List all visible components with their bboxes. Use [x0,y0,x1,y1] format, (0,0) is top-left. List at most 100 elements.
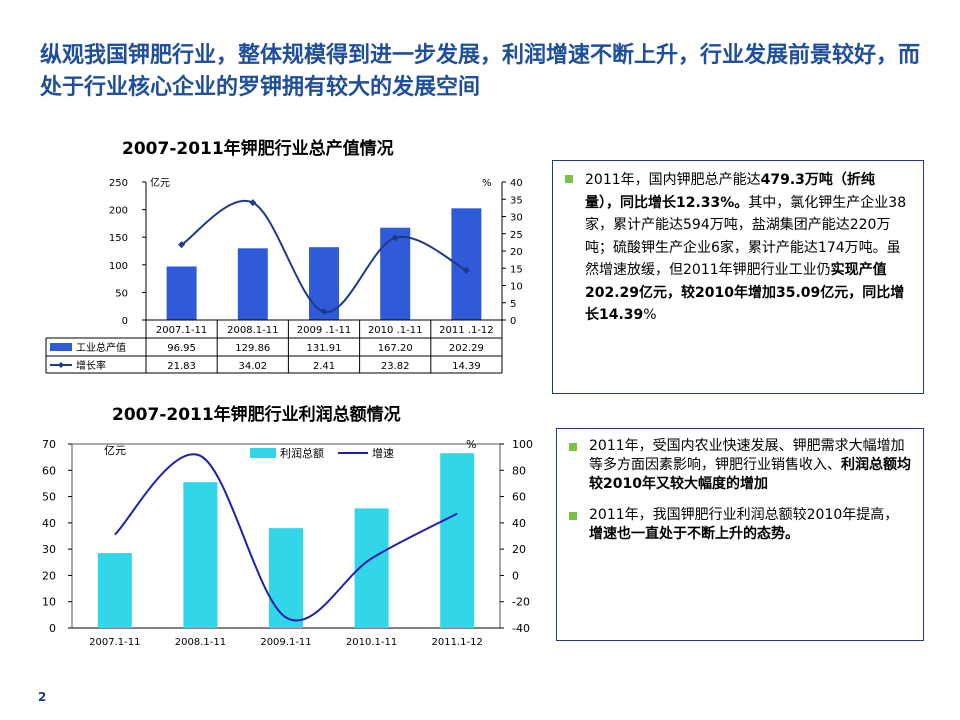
bar [183,482,218,628]
table-value: 23.82 [381,361,410,372]
growth-line [114,453,458,622]
bullet-text: 2011年，受国内农业快速发展、钾肥需求大幅增加等多方面因素影响，钾肥行业销售收… [589,437,911,494]
bullet-text: 2011年，国内钾肥总产能达479.3万吨（折纯量），同比增长12.33%。其中… [585,169,909,327]
left-tick-label: 150 [109,233,128,244]
bullet-list: 2011年，国内钾肥总产能达479.3万吨（折纯量），同比增长12.33%。其中… [561,169,909,327]
bullet-text-run: 2011年，受国内农业快速发展、钾肥需求大幅增加等多方面因素影响，钾肥行业销售收… [589,438,905,473]
right-tick-label: 60 [512,491,526,504]
bullet-item: 2011年，国内钾肥总产能达479.3万吨（折纯量），同比增长12.33%。其中… [561,169,909,327]
bullet-text-run: 2011年，国内钾肥总产能达 [585,172,761,188]
right-tick-label: 0 [512,569,519,582]
left-tick-label: 60 [42,464,56,477]
right-tick-label: 40 [510,178,523,189]
left-tick-label: 40 [42,517,56,530]
x-tick-label: 2007.1-11 [156,325,207,336]
bullet-text-run: 2011年，我国钾肥行业利润总额较2010年提高， [589,507,899,523]
x-tick-label: 2009 .1-11 [297,325,352,336]
right-tick-label: 25 [510,230,523,241]
bar [380,227,411,320]
table-value: 167.20 [378,343,413,354]
table-value: 202.29 [449,343,484,354]
bullet-text-run: 其中，氯化钾生产企业38家，累计产能达594万吨，盐湖集团产能达220万吨；硫酸… [585,194,907,279]
bullet-item: 2011年，我国钾肥行业利润总额较2010年提高， 增速也一直处于不断上升的态势。 [565,506,911,544]
bullet-text-emphasis: 实现产值202.29亿元，较2010年增加35.09亿元，同比增长14.39 [585,262,905,323]
bar [440,453,475,628]
right-tick-label: 20 [512,543,526,556]
bar [97,553,132,628]
summary-box-profit: 2011年，受国内农业快速发展、钾肥需求大幅增加等多方面因素影响，钾肥行业销售收… [556,428,924,641]
legend-bar-swatch [50,343,72,351]
bullet-text: 2011年，我国钾肥行业利润总额较2010年提高， 增速也一直处于不断上升的态势。 [589,506,911,544]
legend-bar-label: 利润总额 [280,446,324,460]
bar [309,247,339,320]
left-tick-label: 50 [115,288,128,299]
left-axis-unit: 亿元 [150,176,170,189]
page-number: 2 [38,690,47,704]
left-tick-label: 0 [49,622,56,635]
summary-box-capacity: 2011年，国内钾肥总产能达479.3万吨（折纯量），同比增长12.33%。其中… [552,160,924,394]
bar [166,266,197,320]
legend-line-label: 增长率 [76,359,106,372]
legend-line-label: 增速 [372,446,394,460]
right-tick-label: -40 [512,622,530,635]
x-tick-label: 2009.1-11 [260,637,311,648]
left-tick-label: 200 [109,206,128,217]
left-tick-label: 20 [42,569,56,582]
table-value: 21.83 [167,361,196,372]
x-tick-label: 2008.1-11 [227,325,278,336]
growth-point [249,199,257,207]
left-tick-label: 50 [42,491,56,504]
right-tick-label: 80 [512,464,526,477]
x-tick-label: 2011 .1-12 [439,325,494,336]
table-value: 14.39 [452,361,481,372]
bullet-item: 2011年，受国内农业快速发展、钾肥需求大幅增加等多方面因素影响，钾肥行业销售收… [565,437,911,494]
x-tick-label: 2010.1-11 [346,637,397,648]
right-tick-label: 0 [510,316,516,327]
chart2-title: 2007-2011年钾肥行业利润总额情况 [112,405,401,425]
left-tick-label: 10 [42,596,56,609]
right-tick-label: 30 [510,213,523,224]
right-tick-label: 15 [510,264,523,275]
left-tick-label: 250 [109,178,128,189]
x-tick-label: 2010 .1-11 [368,325,423,336]
chart2-profit-total: 0 10 20 30 40 50 60 70 -40 -20 0 20 40 60 80 100 亿元 % 2007… [42,438,533,648]
right-axis-unit: % [482,178,492,189]
bullet-list: 2011年，受国内农业快速发展、钾肥需求大幅增加等多方面因素影响，钾肥行业销售收… [565,437,911,544]
bar [269,528,303,628]
right-tick-label: 100 [512,438,533,451]
chart1-title: 2007-2011年钾肥行业总产值情况 [122,139,394,159]
left-tick-label: 0 [122,316,128,327]
page-headline: 纵观我国钾肥行业，整体规模得到进一步发展，利润增速不断上升，行业发展前景较好，而… [40,43,921,100]
table-value: 131.91 [307,343,342,354]
bullet-text-emphasis: 479.3万吨（折纯量），同比增长12.33%。 [585,172,875,211]
growth-point [320,308,328,316]
bullet-text-emphasis: 利润总额均较2010年又较大幅度的增加 [589,457,911,492]
bullet-square-icon [569,443,577,451]
right-tick-label: 40 [512,517,526,530]
right-tick-label: 20 [510,247,523,258]
chart1-output-value: 0 50 100 150 200 250 0 5 10 15 20 25 30 35 40 亿元 % 2007.1… [45,176,523,374]
x-tick-label: 2008.1-11 [175,637,226,648]
growth-point [178,241,186,249]
legend-bar-label: 工业总产值 [76,341,126,354]
right-tick-label: 10 [510,282,523,293]
bullet-square-icon [569,512,577,520]
right-tick-label: 5 [510,299,516,310]
left-tick-label: 100 [109,261,128,272]
table-value: 96.95 [167,343,196,354]
left-tick-label: 30 [42,543,56,556]
legend-line-marker [58,362,64,368]
right-axis-unit: % [466,438,476,451]
right-tick-label: -20 [512,596,530,609]
bar [237,248,268,320]
table-value: 2.41 [313,361,335,372]
bullet-text-run: % [643,307,657,323]
bullet-square-icon [565,175,573,183]
growth-point [391,234,399,242]
right-tick-label: 35 [510,195,523,206]
table-value: 129.86 [235,343,270,354]
legend-bar-swatch [250,448,276,458]
x-tick-label: 2011.1-12 [432,637,483,648]
x-tick-label: 2007.1-11 [89,637,140,648]
table-value: 34.02 [238,361,267,372]
